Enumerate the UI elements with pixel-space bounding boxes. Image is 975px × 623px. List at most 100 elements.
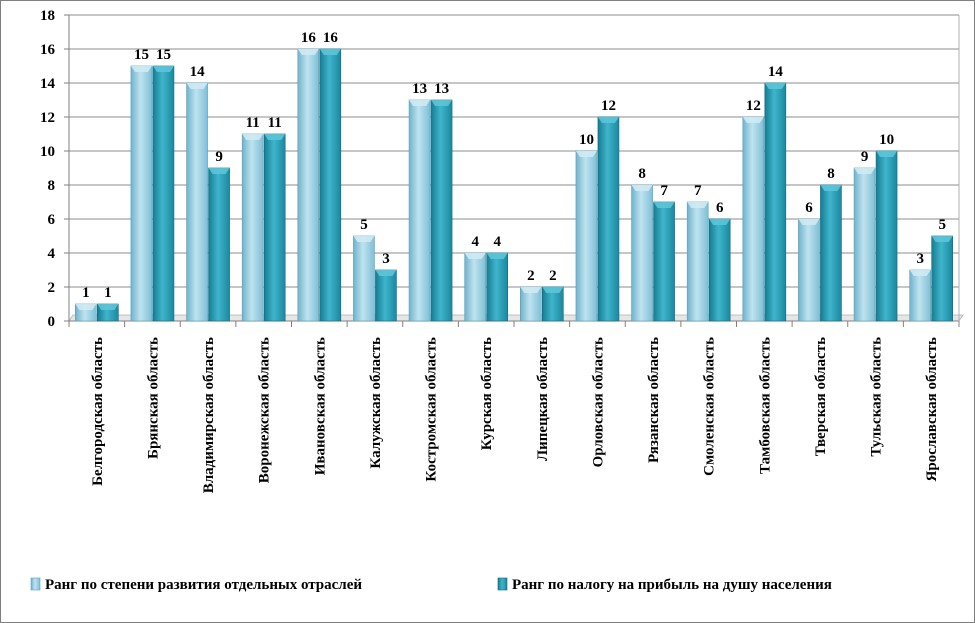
- bar-tax-7: [486, 252, 508, 322]
- legend-item-industry: Ранг по степени развития отдельных отрас…: [30, 577, 362, 593]
- bar-top: [542, 287, 564, 293]
- bar-top: [520, 287, 542, 293]
- bar-tax-13: [820, 184, 842, 322]
- bar-face: [853, 167, 876, 322]
- legend-label: Ранг по степени развития отдельных отрас…: [45, 577, 362, 593]
- y-tick-label: 4: [48, 246, 56, 262]
- y-tick-label: 16: [40, 42, 56, 58]
- data-label: 10: [579, 132, 594, 148]
- data-label: 6: [716, 200, 724, 216]
- bar-industry-12: [742, 116, 765, 322]
- bar-face: [597, 116, 620, 322]
- bar-top: [375, 270, 397, 276]
- data-label: 1: [104, 285, 112, 301]
- bar-industry-13: [798, 218, 820, 322]
- data-label: 11: [246, 115, 260, 131]
- data-label: 16: [323, 30, 339, 46]
- legend-label: Ранг по налогу на прибыль на душу населе…: [512, 577, 832, 593]
- data-label: 11: [268, 115, 282, 131]
- bar-industry-14: [853, 167, 876, 322]
- bar-face: [764, 82, 787, 322]
- data-label: 14: [768, 64, 784, 80]
- data-label: 5: [360, 217, 368, 233]
- y-tick-label: 6: [48, 212, 56, 228]
- bar-industry-7: [464, 252, 486, 322]
- data-label: 12: [746, 98, 761, 114]
- bar-industry-6: [408, 99, 431, 322]
- data-label: 7: [694, 183, 702, 199]
- bar-industry-0: [75, 303, 97, 322]
- bar-top: [931, 236, 953, 242]
- bar-industry-15: [909, 269, 931, 322]
- bar-top: [486, 253, 508, 259]
- category-label: Брянская область: [145, 337, 161, 459]
- bar-industry-1: [130, 65, 153, 322]
- bar-tax-0: [97, 303, 119, 322]
- data-label: 1: [82, 285, 90, 301]
- category-label: Белгородская область: [90, 337, 106, 486]
- bar-top: [653, 202, 675, 208]
- bar-top: [597, 117, 619, 123]
- category-label: Ивановская область: [312, 337, 328, 475]
- bar-top: [464, 253, 486, 259]
- y-tick-label: 2: [48, 280, 56, 296]
- bar-face: [575, 150, 598, 322]
- data-label: 8: [827, 166, 835, 182]
- legend: Ранг по степени развития отдельных отрас…: [30, 577, 832, 593]
- data-label: 4: [493, 234, 501, 250]
- category-label: Липецкая область: [535, 337, 551, 461]
- bar-face: [708, 218, 731, 322]
- bar-industry-9: [575, 150, 598, 322]
- bar-face: [820, 184, 842, 322]
- bar-top: [709, 219, 731, 225]
- bar-top: [876, 151, 898, 157]
- bar-top: [208, 168, 230, 174]
- bar-face: [408, 99, 431, 322]
- bar-top: [854, 168, 876, 174]
- bar-face: [931, 235, 953, 322]
- legend-swatch: [30, 577, 41, 591]
- legend-item-tax: Ранг по налогу на прибыль на душу населе…: [497, 577, 832, 593]
- bar-top: [242, 134, 264, 140]
- bar-top: [409, 100, 431, 106]
- y-tick-label: 12: [40, 110, 55, 126]
- bar-face: [909, 269, 931, 322]
- bar-tax-6: [430, 99, 453, 322]
- category-labels: Белгородская область Брянская область Влад…: [90, 337, 940, 493]
- category-label: Орловская область: [590, 337, 606, 467]
- bar-top: [798, 219, 820, 225]
- bar-top: [909, 270, 931, 276]
- bar-face: [186, 82, 208, 322]
- bar-face: [319, 48, 342, 322]
- data-label: 5: [938, 217, 946, 233]
- bar-top: [575, 151, 597, 157]
- legend-swatch: [497, 577, 508, 591]
- bar-top: [264, 134, 286, 140]
- y-tick-label: 14: [40, 76, 56, 92]
- bar-tax-14: [875, 150, 898, 322]
- bar-industry-8: [520, 286, 542, 322]
- data-label: 3: [916, 251, 924, 267]
- data-label: 13: [434, 81, 449, 97]
- bar-top: [152, 66, 174, 72]
- bar-top: [97, 304, 119, 310]
- bar-top: [820, 185, 842, 191]
- bar-tax-11: [708, 218, 731, 322]
- bar-tax-3: [263, 133, 286, 322]
- bar-tax-12: [764, 82, 787, 322]
- bar-top: [319, 49, 341, 55]
- category-label: Владимирская область: [201, 337, 217, 493]
- bar-top: [75, 304, 97, 310]
- bar-tax-4: [319, 48, 342, 322]
- bar-face: [686, 201, 709, 322]
- bar-industry-3: [241, 133, 264, 322]
- bar-face: [653, 201, 675, 322]
- bar-top: [687, 202, 709, 208]
- bar-face: [430, 99, 453, 322]
- category-label: Калужская область: [368, 337, 384, 469]
- bar-face: [208, 167, 230, 322]
- bar-tax-10: [653, 201, 675, 322]
- bar-tax-1: [152, 65, 175, 322]
- bar-tax-15: [931, 235, 953, 322]
